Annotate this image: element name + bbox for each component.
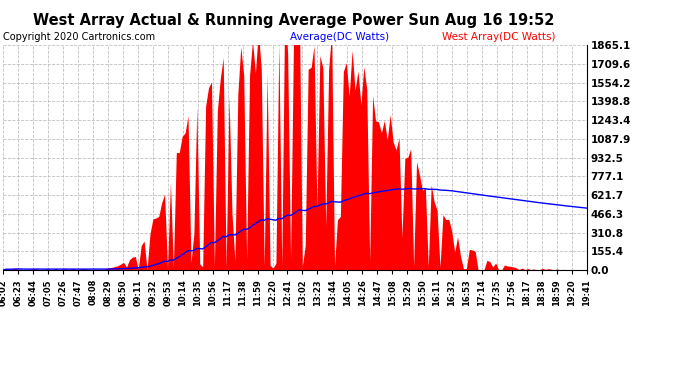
Text: West Array Actual & Running Average Power Sun Aug 16 19:52: West Array Actual & Running Average Powe…: [32, 13, 554, 28]
Text: Copyright 2020 Cartronics.com: Copyright 2020 Cartronics.com: [3, 32, 155, 42]
Text: Average(DC Watts): Average(DC Watts): [290, 32, 389, 42]
Text: West Array(DC Watts): West Array(DC Watts): [442, 32, 555, 42]
